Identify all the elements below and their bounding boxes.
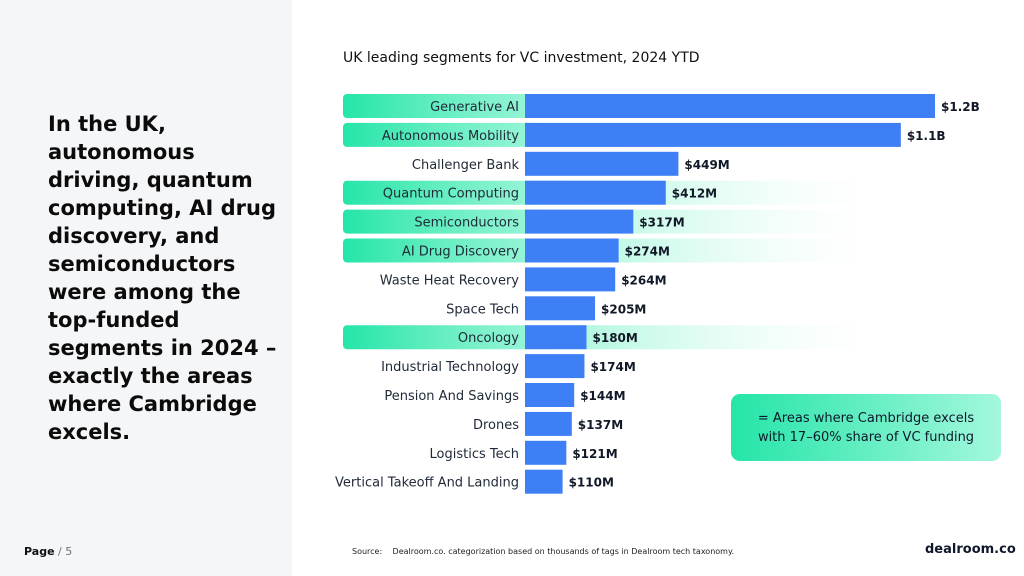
legend-text: = Areas where Cambridge excels with 17–6… — [757, 410, 975, 445]
headline: In the UK, autonomous driving, quantum c… — [48, 112, 277, 444]
source-note: Source: Dealroom.co. categorization base… — [352, 547, 734, 556]
value-label: $449M — [684, 158, 729, 172]
value-label: $121M — [572, 447, 617, 461]
legend-box: = Areas where Cambridge excels with 17–6… — [731, 394, 1001, 461]
category-label: Pension And Savings — [384, 389, 519, 404]
value-label: $264M — [621, 273, 666, 287]
highlight-band — [343, 238, 903, 263]
bar — [525, 122, 901, 147]
chart-title: UK leading segments for VC investment, 2… — [343, 50, 700, 66]
source-text: Dealroom.co. categorization based on tho… — [392, 547, 735, 556]
category-label: Oncology — [458, 331, 519, 346]
value-label: $274M — [625, 245, 670, 259]
bar — [525, 383, 575, 407]
bar — [525, 440, 567, 465]
value-label: $205M — [601, 302, 646, 316]
highlight-band — [343, 325, 903, 350]
category-label: Generative AI — [430, 100, 519, 115]
bar — [525, 238, 619, 263]
source-label: Source: — [352, 547, 383, 556]
bar — [525, 267, 616, 292]
dealroom-logo: dealroom.co — [925, 542, 1016, 557]
category-label: Challenger Bank — [412, 158, 520, 173]
category-label: Waste Heat Recovery — [380, 273, 520, 288]
bar — [525, 94, 935, 118]
bar — [525, 180, 666, 205]
category-label: Autonomous Mobility — [382, 129, 519, 144]
value-label: $137M — [578, 418, 623, 432]
value-label: $1.1B — [907, 129, 946, 143]
value-label: $144M — [580, 389, 625, 403]
bar — [525, 151, 679, 176]
category-label: Logistics Tech — [430, 447, 519, 462]
left-panel: In the UK, autonomous driving, quantum c… — [0, 0, 292, 576]
page-total: / 5 — [58, 545, 73, 558]
bar — [525, 209, 634, 234]
value-label: $412M — [672, 187, 717, 201]
category-label: Quantum Computing — [383, 187, 519, 202]
category-label: Industrial Technology — [381, 360, 519, 375]
value-label: $1.2B — [941, 100, 980, 114]
category-label: Vertical Takeoff And Landing — [335, 476, 519, 491]
page-number: Page / 5 — [24, 545, 72, 558]
value-label: $110M — [569, 476, 614, 490]
value-label: $317M — [639, 216, 684, 230]
category-label: AI Drug Discovery — [402, 245, 519, 260]
category-label: Space Tech — [446, 302, 519, 317]
page-label: Page — [24, 545, 55, 558]
value-label: $180M — [593, 331, 638, 345]
bar — [525, 296, 596, 321]
value-label: $174M — [590, 360, 635, 374]
bar — [525, 469, 563, 494]
bar — [525, 325, 587, 350]
category-label: Drones — [473, 418, 519, 433]
category-label: Semiconductors — [414, 216, 519, 231]
bar — [525, 354, 585, 379]
bar — [525, 411, 572, 436]
